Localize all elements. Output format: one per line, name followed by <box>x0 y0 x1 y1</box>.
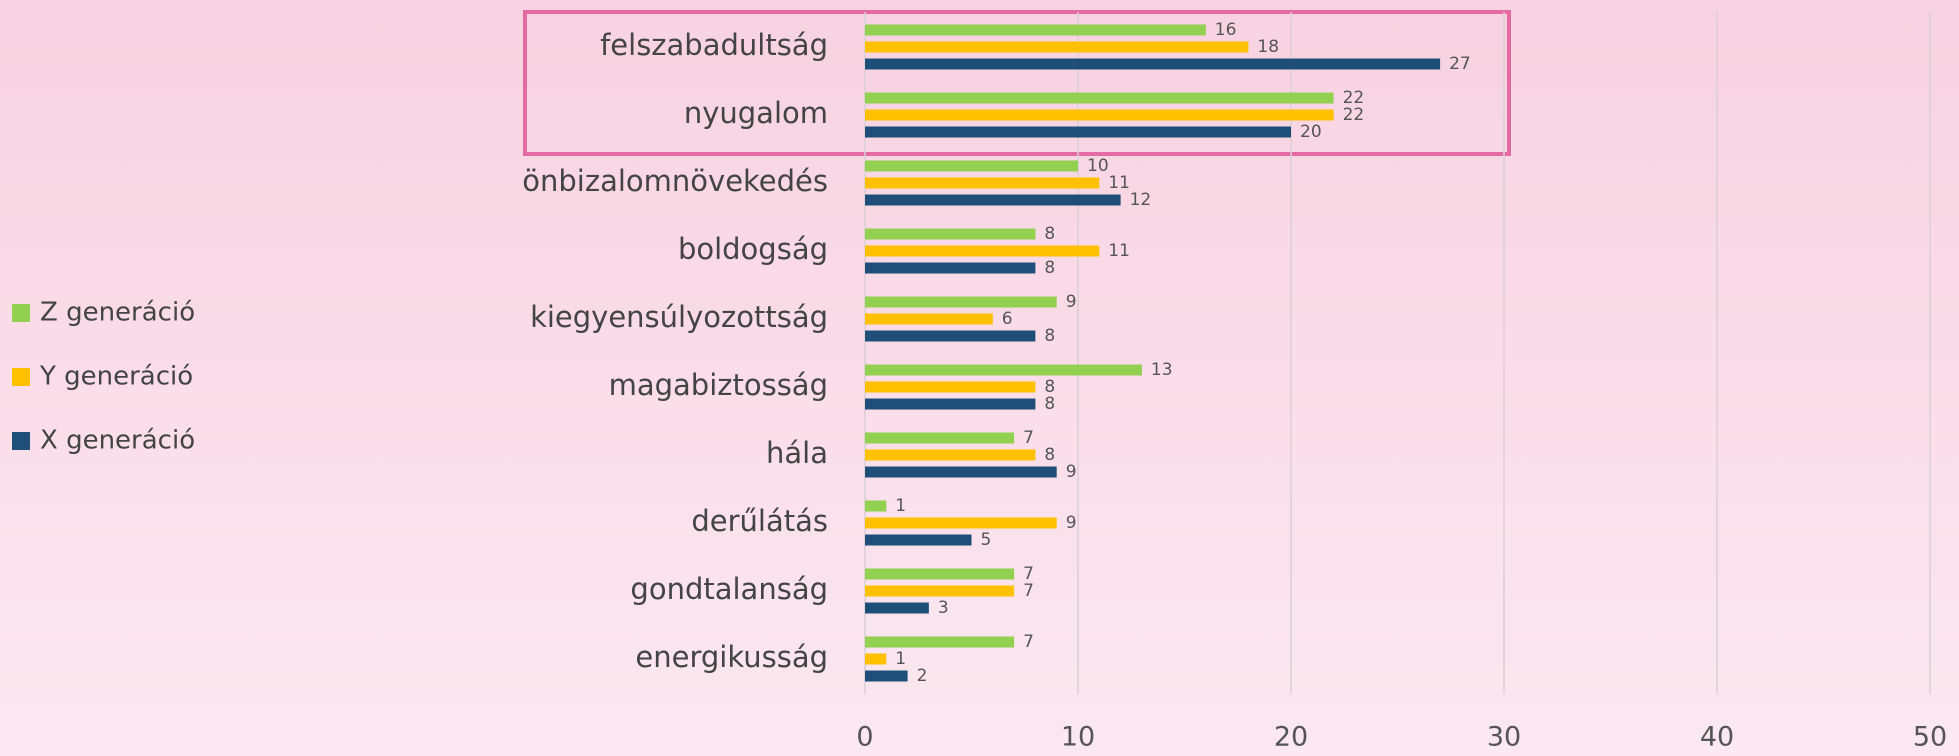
value-label: 10 <box>1087 156 1109 176</box>
bar <box>865 177 1100 189</box>
y-tick-label: felszabadultság <box>600 28 828 62</box>
bar <box>865 670 908 682</box>
bar <box>865 228 1036 240</box>
value-label: 16 <box>1215 20 1237 40</box>
bar <box>865 636 1015 648</box>
legend-label: Y generáció <box>39 362 193 392</box>
legend-swatch <box>12 368 30 386</box>
value-label: 11 <box>1108 173 1130 193</box>
value-label: 6 <box>1002 309 1013 329</box>
value-label: 27 <box>1449 54 1471 74</box>
value-label: 1 <box>895 496 906 516</box>
bar <box>865 500 887 512</box>
y-tick-label: derűlátás <box>691 504 828 538</box>
bar <box>865 398 1036 410</box>
value-label: 5 <box>981 530 992 550</box>
bar <box>865 296 1057 308</box>
legend-label: X generáció <box>40 426 195 456</box>
value-label: 8 <box>1044 377 1055 397</box>
bar <box>865 602 929 614</box>
bar <box>865 466 1057 478</box>
value-label: 7 <box>1023 632 1034 652</box>
y-tick-label: boldogság <box>678 232 828 266</box>
y-tick-label: magabiztosság <box>609 368 828 402</box>
legend-label: Z generáció <box>40 298 195 328</box>
value-label: 1 <box>895 649 906 669</box>
bar <box>865 92 1334 104</box>
bar <box>865 109 1334 121</box>
bar <box>865 364 1142 376</box>
value-label: 13 <box>1151 360 1173 380</box>
value-label: 8 <box>1044 445 1055 465</box>
bar <box>865 58 1441 70</box>
value-label: 8 <box>1044 224 1055 244</box>
value-label: 18 <box>1257 37 1279 57</box>
value-label: 8 <box>1044 326 1055 346</box>
value-label: 20 <box>1300 122 1322 142</box>
bar <box>865 585 1015 597</box>
y-tick-label: gondtalanság <box>630 572 828 606</box>
x-tick-label: 40 <box>1700 722 1734 753</box>
y-tick-label: hála <box>766 436 828 470</box>
x-tick-label: 0 <box>856 722 873 753</box>
legend-swatch <box>12 304 30 322</box>
value-label: 12 <box>1130 190 1152 210</box>
value-label: 7 <box>1023 428 1034 448</box>
y-tick-label: nyugalom <box>684 96 828 130</box>
y-tick-label: energikusság <box>635 640 828 674</box>
value-label: 9 <box>1066 462 1077 482</box>
value-label: 9 <box>1066 292 1077 312</box>
bar <box>865 432 1015 444</box>
y-tick-label: önbizalomnövekedés <box>522 164 828 198</box>
x-tick-label: 20 <box>1274 722 1308 753</box>
value-label: 7 <box>1023 564 1034 584</box>
x-tick-label: 10 <box>1061 722 1095 753</box>
bar <box>865 160 1078 172</box>
x-tick-label: 30 <box>1487 722 1521 753</box>
bar <box>865 24 1206 36</box>
value-label: 11 <box>1108 241 1130 261</box>
value-label: 2 <box>917 666 928 686</box>
bar <box>865 381 1036 393</box>
value-label: 9 <box>1066 513 1077 533</box>
value-label: 22 <box>1343 88 1365 108</box>
bar <box>865 41 1249 53</box>
bar <box>865 313 993 325</box>
value-label: 8 <box>1044 258 1055 278</box>
value-label: 7 <box>1023 581 1034 601</box>
y-tick-label: kiegyensúlyozottság <box>530 300 828 334</box>
bar <box>865 245 1100 257</box>
bar <box>865 194 1121 206</box>
bar <box>865 126 1291 138</box>
legend-swatch <box>12 432 30 450</box>
bar <box>865 568 1015 580</box>
value-label: 8 <box>1044 394 1055 414</box>
value-label: 3 <box>938 598 949 618</box>
bar <box>865 517 1057 529</box>
bar <box>865 449 1036 461</box>
bar <box>865 653 887 665</box>
bar <box>865 262 1036 274</box>
highlight-box <box>523 10 1511 156</box>
bar <box>865 534 972 546</box>
value-label: 22 <box>1343 105 1365 125</box>
x-tick-label: 50 <box>1913 722 1947 753</box>
bar <box>865 330 1036 342</box>
